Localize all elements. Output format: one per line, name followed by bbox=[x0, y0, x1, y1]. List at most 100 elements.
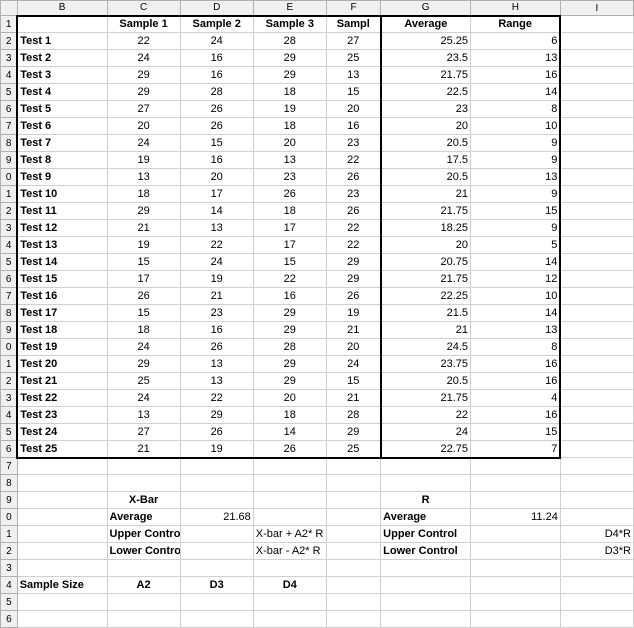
sample-cell[interactable]: 18 bbox=[253, 84, 326, 101]
sample-cell[interactable]: 19 bbox=[326, 305, 380, 322]
cell[interactable] bbox=[560, 16, 633, 33]
sample-cell[interactable]: 14 bbox=[180, 203, 253, 220]
range-cell[interactable]: 14 bbox=[471, 305, 561, 322]
sample-cell[interactable]: 20 bbox=[107, 118, 180, 135]
sample-cell[interactable]: 16 bbox=[180, 322, 253, 339]
cell[interactable] bbox=[560, 373, 633, 390]
sample-cell[interactable]: 18 bbox=[253, 118, 326, 135]
test-name[interactable]: Test 25 bbox=[17, 441, 107, 458]
sample-size-label[interactable]: Sample Size bbox=[17, 577, 107, 594]
sample-cell[interactable]: 17 bbox=[180, 186, 253, 203]
avg-cell[interactable]: 20.5 bbox=[381, 169, 471, 186]
xbar-upper-formula[interactable]: X-bar + A2* R bbox=[253, 526, 326, 543]
header-sample2[interactable]: Sample 2 bbox=[180, 16, 253, 33]
cell[interactable] bbox=[381, 611, 471, 628]
cell[interactable] bbox=[326, 594, 380, 611]
sample-cell[interactable]: 13 bbox=[253, 152, 326, 169]
sample-cell[interactable]: 26 bbox=[107, 288, 180, 305]
sample-cell[interactable]: 20 bbox=[253, 390, 326, 407]
avg-cell[interactable]: 22 bbox=[381, 407, 471, 424]
range-cell[interactable]: 9 bbox=[471, 152, 561, 169]
cell[interactable] bbox=[560, 254, 633, 271]
avg-cell[interactable]: 20.75 bbox=[381, 254, 471, 271]
d3-label[interactable]: D3 bbox=[180, 577, 253, 594]
sample-cell[interactable]: 29 bbox=[253, 356, 326, 373]
sample-cell[interactable]: 29 bbox=[180, 407, 253, 424]
cell[interactable] bbox=[253, 492, 326, 509]
sample-cell[interactable]: 26 bbox=[180, 339, 253, 356]
sample-cell[interactable]: 22 bbox=[180, 390, 253, 407]
cell[interactable] bbox=[560, 84, 633, 101]
test-name[interactable]: Test 12 bbox=[17, 220, 107, 237]
sample-cell[interactable]: 21 bbox=[107, 220, 180, 237]
sample-cell[interactable]: 28 bbox=[253, 339, 326, 356]
sample-cell[interactable]: 18 bbox=[253, 407, 326, 424]
sample-cell[interactable]: 29 bbox=[253, 67, 326, 84]
range-cell[interactable]: 13 bbox=[471, 169, 561, 186]
cell[interactable] bbox=[560, 390, 633, 407]
sample-cell[interactable]: 19 bbox=[253, 101, 326, 118]
cell[interactable] bbox=[560, 441, 633, 458]
cell[interactable] bbox=[326, 526, 380, 543]
cell[interactable] bbox=[381, 475, 471, 492]
test-name[interactable]: Test 21 bbox=[17, 373, 107, 390]
sample-cell[interactable]: 29 bbox=[326, 254, 380, 271]
sample-cell[interactable]: 13 bbox=[180, 356, 253, 373]
range-cell[interactable]: 6 bbox=[471, 33, 561, 50]
sample-cell[interactable]: 21 bbox=[326, 322, 380, 339]
d4-label[interactable]: D4 bbox=[253, 577, 326, 594]
sample-cell[interactable]: 13 bbox=[180, 220, 253, 237]
sample-cell[interactable]: 24 bbox=[180, 33, 253, 50]
sample-cell[interactable]: 21 bbox=[326, 390, 380, 407]
cell[interactable] bbox=[381, 594, 471, 611]
cell[interactable] bbox=[180, 475, 253, 492]
cell[interactable] bbox=[180, 526, 253, 543]
xbar-upper-label[interactable]: Upper Control bbox=[107, 526, 180, 543]
cell[interactable] bbox=[253, 560, 326, 577]
cell[interactable] bbox=[471, 526, 561, 543]
range-cell[interactable]: 8 bbox=[471, 339, 561, 356]
avg-cell[interactable]: 22.25 bbox=[381, 288, 471, 305]
sample-cell[interactable]: 16 bbox=[326, 118, 380, 135]
cell[interactable] bbox=[107, 475, 180, 492]
cell[interactable] bbox=[381, 577, 471, 594]
range-cell[interactable]: 15 bbox=[471, 203, 561, 220]
sample-cell[interactable]: 29 bbox=[107, 356, 180, 373]
sample-cell[interactable]: 15 bbox=[326, 373, 380, 390]
avg-cell[interactable]: 21 bbox=[381, 322, 471, 339]
cell[interactable] bbox=[17, 458, 107, 475]
sample-cell[interactable]: 20 bbox=[180, 169, 253, 186]
cell[interactable] bbox=[180, 543, 253, 560]
cell[interactable] bbox=[326, 458, 380, 475]
test-name[interactable]: Test 5 bbox=[17, 101, 107, 118]
cell[interactable] bbox=[253, 509, 326, 526]
cell[interactable] bbox=[180, 594, 253, 611]
test-name[interactable]: Test 17 bbox=[17, 305, 107, 322]
cell[interactable] bbox=[107, 560, 180, 577]
avg-cell[interactable]: 24.5 bbox=[381, 339, 471, 356]
sample-cell[interactable]: 29 bbox=[326, 424, 380, 441]
sample-cell[interactable]: 19 bbox=[107, 237, 180, 254]
a2-label[interactable]: A2 bbox=[107, 577, 180, 594]
header-sample3[interactable]: Sample 3 bbox=[253, 16, 326, 33]
avg-cell[interactable]: 21 bbox=[381, 186, 471, 203]
test-name[interactable]: Test 22 bbox=[17, 390, 107, 407]
range-cell[interactable]: 5 bbox=[471, 237, 561, 254]
range-cell[interactable]: 14 bbox=[471, 254, 561, 271]
sample-cell[interactable]: 25 bbox=[326, 50, 380, 67]
sample-cell[interactable]: 27 bbox=[326, 33, 380, 50]
sample-cell[interactable]: 26 bbox=[180, 101, 253, 118]
range-cell[interactable]: 9 bbox=[471, 186, 561, 203]
sample-cell[interactable]: 19 bbox=[180, 441, 253, 458]
range-cell[interactable]: 7 bbox=[471, 441, 561, 458]
sample-cell[interactable]: 29 bbox=[107, 203, 180, 220]
sample-cell[interactable]: 13 bbox=[107, 407, 180, 424]
cell[interactable] bbox=[560, 33, 633, 50]
cell[interactable] bbox=[17, 509, 107, 526]
cell[interactable] bbox=[326, 543, 380, 560]
cell[interactable] bbox=[381, 560, 471, 577]
test-name[interactable]: Test 16 bbox=[17, 288, 107, 305]
avg-cell[interactable]: 17.5 bbox=[381, 152, 471, 169]
sample-cell[interactable]: 25 bbox=[326, 441, 380, 458]
cell[interactable] bbox=[471, 475, 561, 492]
